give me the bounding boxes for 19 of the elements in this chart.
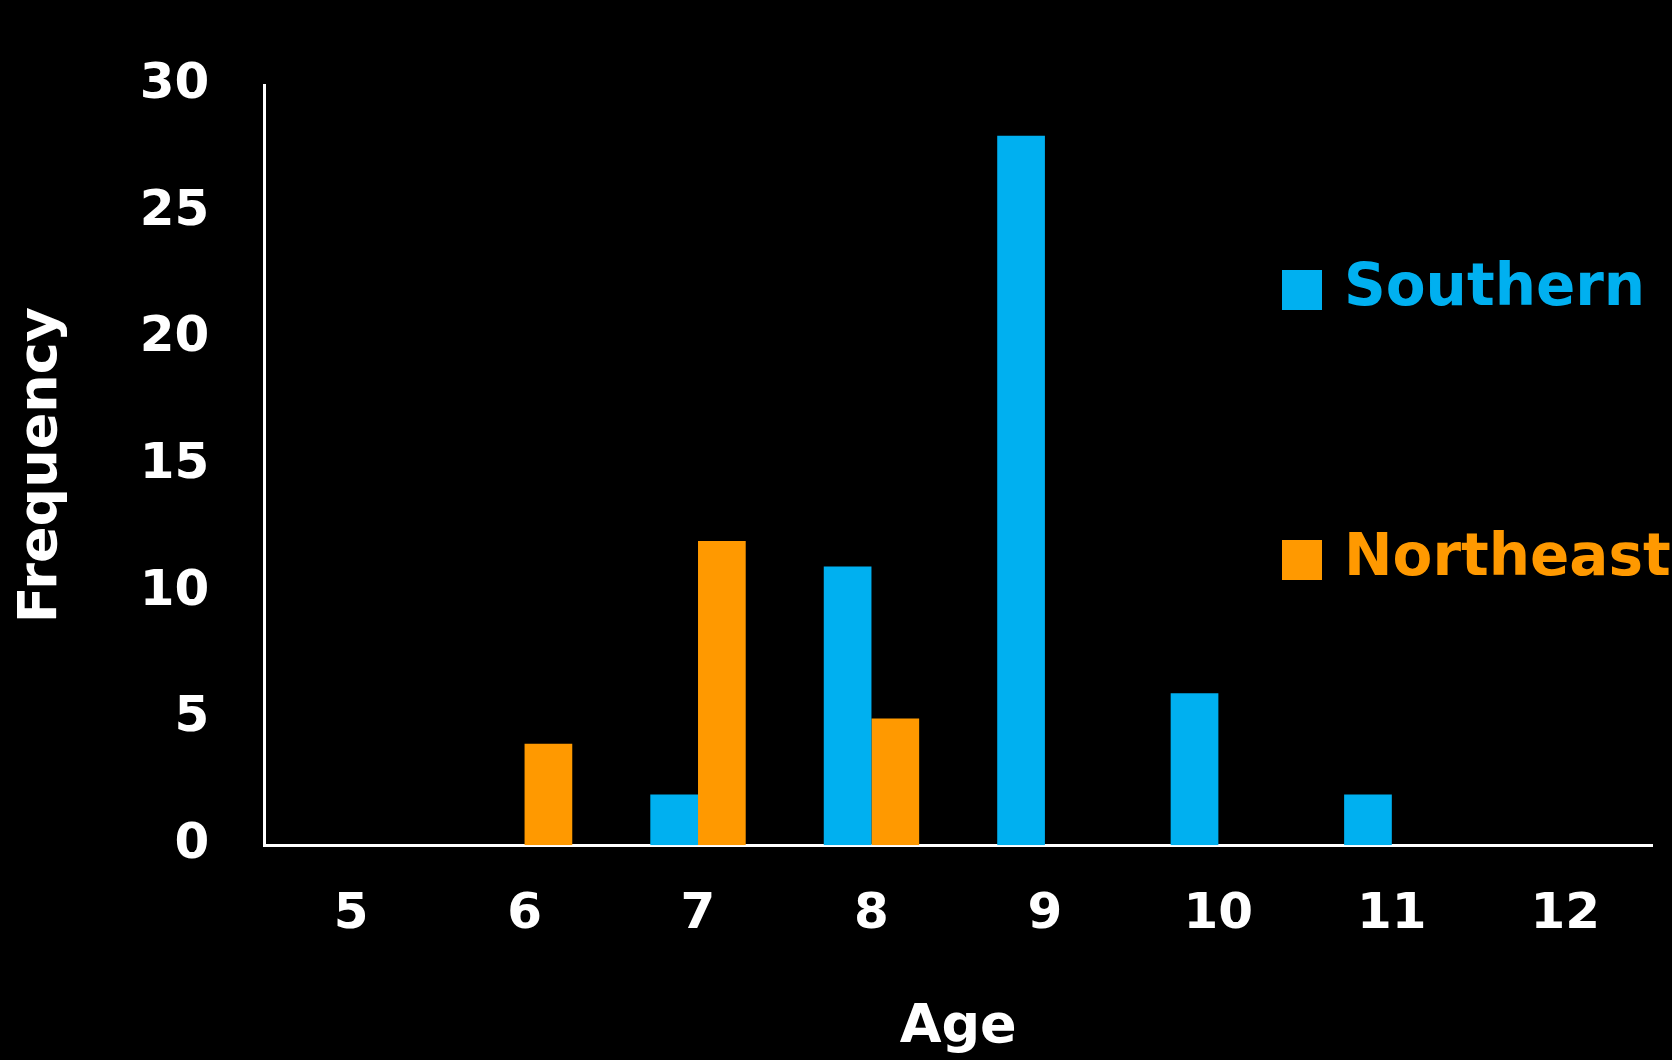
y-tick-label: 20 [139,305,210,364]
x-tick-label: 6 [507,882,542,941]
legend-label: Northeast [1344,521,1671,590]
y-tick-label: 5 [174,685,210,744]
y-tick-label: 10 [139,558,210,617]
x-tick-label: 5 [333,882,369,941]
x-axis-title: Age [899,991,1017,1055]
x-tick-label: 12 [1530,882,1601,941]
y-tick-label: 15 [139,432,210,491]
x-tick-label: 9 [1027,882,1063,941]
x-tick-label: 11 [1357,882,1427,941]
y-tick-label: 0 [174,812,210,871]
x-tick-label: 10 [1183,882,1254,941]
x-tick-label: 7 [680,882,716,941]
legend-label: Southern [1344,251,1646,320]
y-tick-label: 30 [139,51,210,110]
x-tick-label: 8 [854,882,889,941]
y-tick-label: 25 [139,178,210,237]
y-axis-title: Frequency [6,307,70,624]
